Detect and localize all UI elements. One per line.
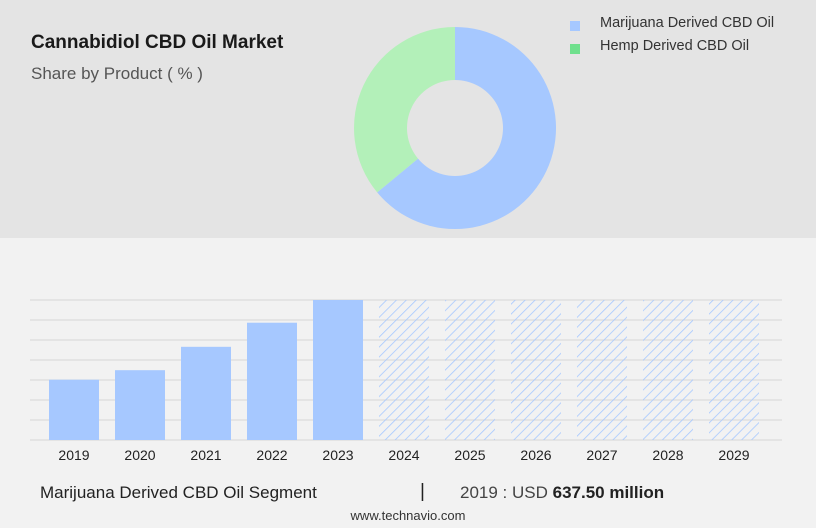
forecast-bar-2028 (643, 300, 693, 440)
donut-slice-1 (354, 27, 455, 193)
x-tick-label-2023: 2023 (322, 447, 353, 463)
bar-2021 (181, 346, 231, 440)
x-tick-label-2022: 2022 (256, 447, 287, 463)
x-tick-label-2020: 2020 (124, 447, 155, 463)
forecast-bar-2025 (445, 300, 495, 440)
footer-segment: Marijuana Derived CBD Oil Segment (40, 483, 317, 502)
x-tick-label-2029: 2029 (718, 447, 749, 463)
x-tick-label-2028: 2028 (652, 447, 683, 463)
legend-label-marijuana: Marijuana Derived CBD Oil (600, 15, 775, 31)
donut-chart (354, 27, 556, 230)
footer-separator: | (420, 481, 425, 502)
source-link[interactable]: www.technavio.com (350, 508, 466, 523)
bar-2020 (115, 370, 165, 440)
forecast-bar-2027 (577, 300, 627, 440)
forecast-bar-2024 (379, 300, 429, 440)
x-tick-label-2019: 2019 (58, 447, 89, 463)
x-tick-label-2025: 2025 (454, 447, 485, 463)
legend-item-marijuana: Marijuana Derived CBD Oil (570, 16, 800, 31)
chart-subtitle: Share by Product ( % ) (31, 64, 203, 83)
x-tick-label-2024: 2024 (388, 447, 419, 463)
footer-value: 637.50 million (552, 483, 665, 502)
footer-value-line: 2019 : USD 637.50 million (460, 483, 664, 503)
forecast-bar-2026 (511, 300, 561, 440)
x-tick-label-2021: 2021 (190, 447, 221, 463)
x-tick-label-2026: 2026 (520, 447, 551, 463)
legend-label-hemp: Hemp Derived CBD Oil (600, 38, 750, 54)
legend-swatch-hemp (570, 44, 580, 54)
chart-title: Cannabidiol CBD Oil Market (31, 32, 284, 53)
bar-2022 (247, 322, 297, 440)
x-tick-label-2027: 2027 (586, 447, 617, 463)
legend-swatch-marijuana (570, 21, 580, 31)
legend: Marijuana Derived CBD Oil Hemp Derived C… (570, 16, 800, 62)
bar-2019 (49, 379, 99, 440)
forecast-bar-2029 (709, 300, 759, 440)
bar-chart: 2019 2020 2021 2022 2023 2024 2025 2026 2027 2028… (30, 299, 782, 463)
footer-year-label: 2019 : USD (460, 483, 548, 502)
bar-2023 (313, 300, 363, 440)
legend-item-hemp: Hemp Derived CBD Oil (570, 39, 800, 54)
donut-slice-0 (377, 27, 556, 230)
